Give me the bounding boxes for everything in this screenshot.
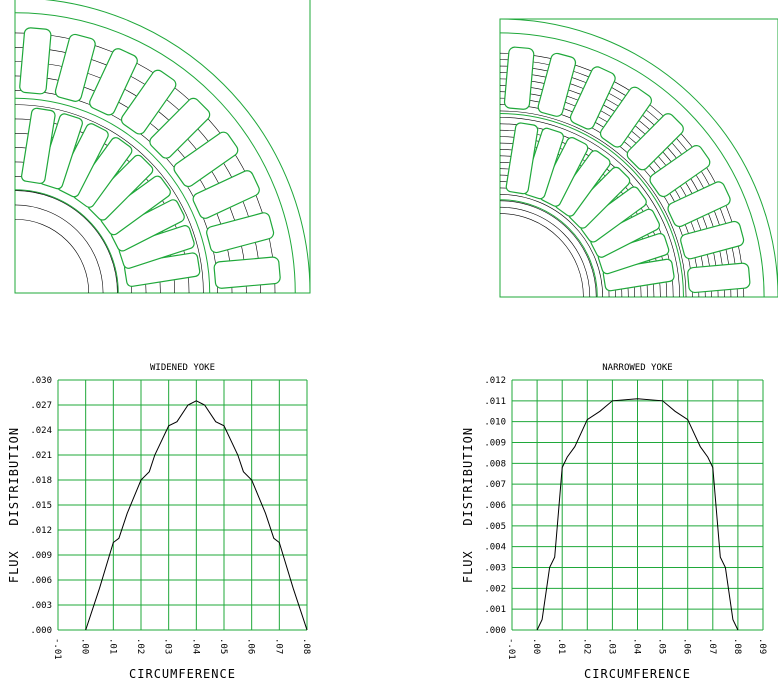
x-tick-label: .00 [80, 638, 90, 654]
slot [599, 86, 653, 148]
arc [499, 194, 603, 298]
y-tick-label: .000 [484, 626, 506, 636]
y-tick-label: .009 [30, 551, 52, 561]
y-tick-label: .012 [484, 376, 506, 386]
frame [14, 0, 311, 294]
arc [499, 117, 680, 298]
flux-plot [14, 0, 311, 294]
arc [499, 206, 591, 298]
x-tick-label: .04 [632, 638, 642, 654]
slot [149, 97, 211, 159]
x-tick-label: .04 [190, 638, 200, 654]
y-tick-label: .001 [484, 605, 506, 615]
slot [503, 46, 535, 110]
arc [14, 12, 296, 294]
slot [120, 69, 177, 135]
arc [499, 110, 687, 298]
slot [54, 33, 96, 102]
x-tick-label: .08 [732, 638, 742, 654]
slot [626, 113, 684, 171]
slot [19, 27, 52, 95]
flux-plots [14, 0, 778, 298]
x-tick-label: .07 [273, 638, 283, 654]
y-tick-label: .024 [30, 426, 52, 436]
y-tick-label: .018 [30, 476, 52, 486]
slot [505, 122, 539, 195]
arc [14, 97, 211, 294]
slot [192, 170, 260, 219]
x-tick-label: .07 [707, 638, 717, 654]
x-axis-label: CIRCUMFERENCE [129, 667, 236, 681]
y-tick-label: .004 [484, 543, 506, 553]
y-tick-label: .003 [30, 601, 52, 611]
x-tick-label: .02 [581, 638, 591, 654]
arc [499, 32, 765, 298]
slot [537, 52, 577, 117]
arc [14, 104, 204, 294]
slot [213, 256, 281, 289]
arc [499, 18, 778, 298]
y-tick-label: .010 [484, 418, 506, 428]
y-axis-label: FLUX DISTRIBUTION [461, 427, 475, 583]
y-tick-label: .011 [484, 397, 506, 407]
arc [14, 218, 90, 294]
x-axis-label: CIRCUMFERENCE [584, 667, 691, 681]
x-tick-label: .05 [657, 638, 667, 654]
y-tick-label: .021 [30, 451, 52, 461]
x-tick-label: .01 [556, 638, 566, 654]
slot [173, 131, 239, 188]
slot [687, 262, 751, 294]
arc [499, 113, 684, 298]
arc [499, 213, 584, 298]
x-tick-label: .06 [246, 638, 256, 654]
x-tick-label: .09 [757, 638, 767, 654]
x-tick-label: .05 [218, 638, 228, 654]
y-tick-label: .002 [484, 584, 506, 594]
slot [667, 181, 731, 228]
x-tick-label: .00 [531, 638, 541, 654]
y-tick-label: .005 [484, 522, 506, 532]
slot [206, 212, 275, 254]
chart: WIDENED YOKE .000 .003 .006 .009 .012 .015 .018… [7, 363, 311, 681]
x-tick-label: .08 [301, 638, 311, 654]
y-tick-label: .003 [484, 564, 506, 574]
y-tick-label: .007 [484, 480, 506, 490]
frame [499, 18, 778, 298]
arc [44, 0, 311, 294]
arc [14, 190, 118, 294]
y-tick-label: .012 [30, 526, 52, 536]
curve [85, 400, 308, 631]
arc [14, 204, 104, 294]
y-tick-label: .009 [484, 439, 506, 449]
x-tick-label: -.01 [506, 638, 516, 660]
slot [569, 66, 616, 130]
flux-plot [499, 18, 778, 298]
x-tick-label: -.01 [52, 638, 62, 660]
y-tick-label: .030 [30, 376, 52, 386]
slot [680, 220, 745, 260]
x-tick-label: .02 [135, 638, 145, 654]
curve [536, 398, 739, 631]
arc [499, 200, 597, 298]
y-tick-label: .027 [30, 401, 52, 411]
arc [14, 189, 119, 294]
slot [21, 107, 56, 185]
slot [89, 48, 138, 116]
y-tick-label: .015 [30, 501, 52, 511]
y-tick-label: .006 [30, 576, 52, 586]
y-tick-label: .008 [484, 459, 506, 469]
x-tick-label: .01 [107, 638, 117, 654]
chart-title: NARROWED YOKE [602, 363, 672, 373]
x-tick-label: .06 [682, 638, 692, 654]
y-axis-label: FLUX DISTRIBUTION [7, 427, 21, 583]
arc [499, 199, 598, 298]
slot [649, 144, 711, 198]
x-tick-label: .03 [163, 638, 173, 654]
chart-title: WIDENED YOKE [150, 363, 215, 373]
y-tick-label: .000 [30, 626, 52, 636]
chart: NARROWED YOKE .000 .001 .002 .003 .004 .005 .00… [461, 363, 767, 681]
x-tick-label: .03 [606, 638, 616, 654]
y-tick-label: .006 [484, 501, 506, 511]
